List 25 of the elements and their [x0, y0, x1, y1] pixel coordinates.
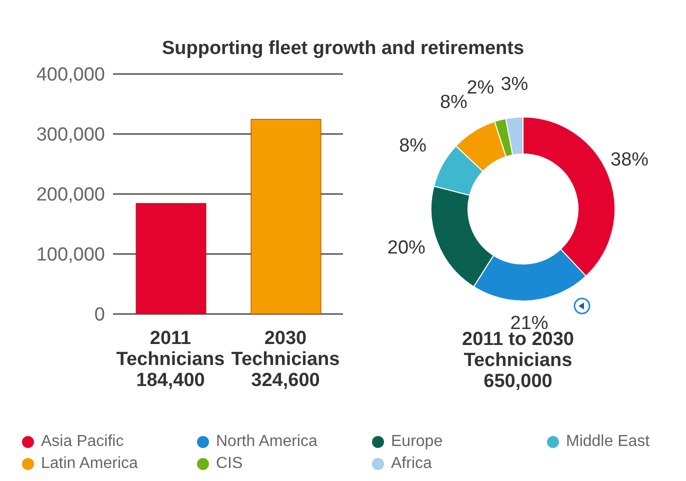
- y-tick-label: 300,000: [36, 124, 105, 146]
- data-label: 324,600: [251, 370, 320, 391]
- text: 650,000: [482, 371, 554, 392]
- legend-label: Asia Pacific: [41, 433, 124, 451]
- legend-label: Europe: [391, 433, 443, 451]
- data-label: 38%: [610, 149, 649, 170]
- data-label: 3%: [500, 74, 528, 96]
- legend-label: CIS: [216, 455, 243, 473]
- data-label: 2%: [466, 77, 494, 98]
- text: 2011 to 2030 Technicians: [461, 329, 575, 371]
- x-tick-label: 2011 Technicians: [116, 328, 225, 370]
- data-label: 8%: [399, 136, 427, 157]
- y-tick-label: 0: [94, 304, 105, 326]
- y-tick-label: 200,000: [36, 184, 105, 206]
- y-tick-label: 100,000: [36, 244, 105, 266]
- data-label: 20%: [387, 238, 426, 259]
- x-tick-label: 2030 Technicians: [231, 328, 340, 370]
- data-label: 184,400: [136, 370, 205, 391]
- data-label: 8%: [440, 92, 468, 114]
- chart-title: Supporting fleet growth and retirements: [160, 37, 526, 61]
- legend-label: Middle East: [566, 433, 650, 451]
- legend-label: Africa: [391, 455, 432, 473]
- legend-label: North America: [216, 433, 318, 451]
- y-tick-label: 400,000: [36, 64, 105, 86]
- legend-label: Latin America: [41, 455, 138, 473]
